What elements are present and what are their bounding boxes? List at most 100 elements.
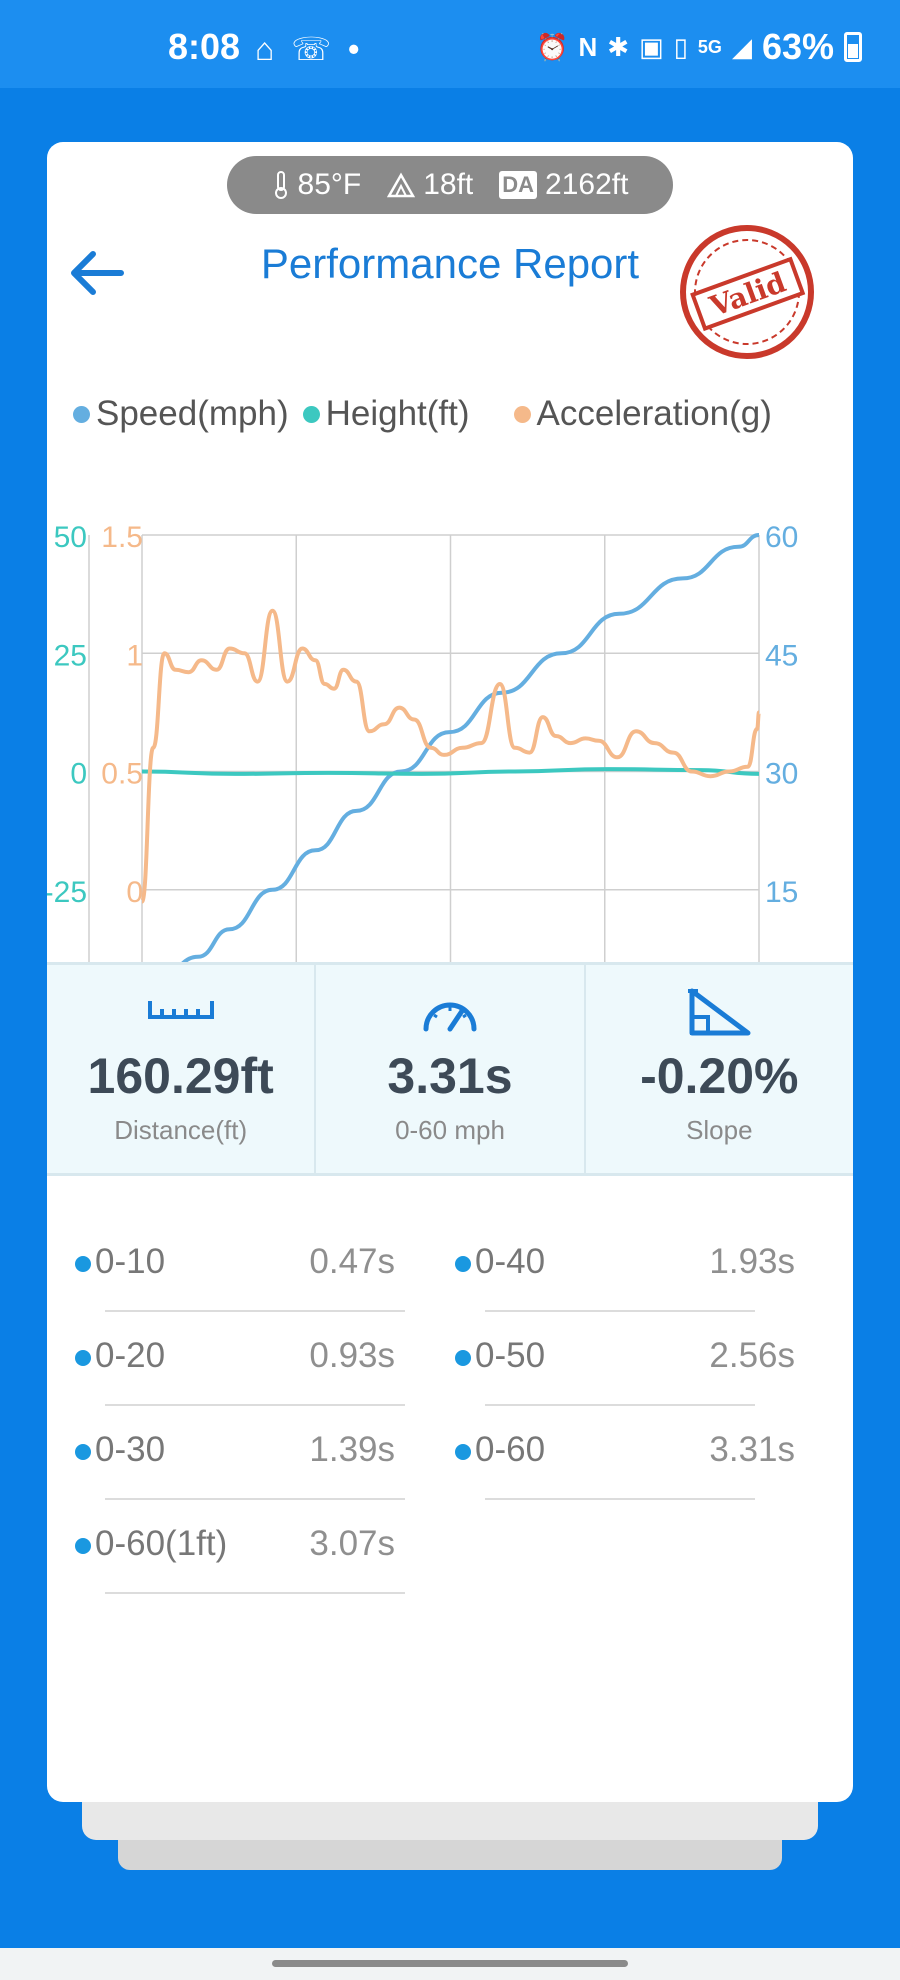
stat-0-60: 3.31s 0-60 mph <box>314 965 583 1173</box>
zero-sixty-value: 3.31s <box>387 1048 513 1104</box>
split-value: 0.47s <box>309 1242 395 1281</box>
legend-height: Height(ft) <box>302 394 470 434</box>
series-line-height <box>141 767 760 776</box>
vibrate-icon: ▯ <box>673 31 688 62</box>
environment-pill: 85°F 18ft DA 2162ft <box>227 156 673 214</box>
density-altitude: DA 2162ft <box>499 168 628 202</box>
stat-slope: -0.20% Slope <box>583 965 853 1173</box>
notification-icons: ⌂ ☏ • <box>255 31 364 67</box>
status-right: ⏰ N ✱ ▣ ▯ 5G ◢ 63% <box>536 26 862 68</box>
series-line-acceleration <box>140 608 761 904</box>
battery-icon <box>844 32 862 62</box>
tick-label-acceleration: 0 <box>126 876 143 909</box>
stats-panel: 160.29ft Distance(ft) 3.31s 0-60 mph -0.… <box>47 962 853 1176</box>
legend-dot <box>513 405 531 423</box>
nfc-icon: N <box>578 31 598 62</box>
distance-label: Distance(ft) <box>114 1115 248 1145</box>
valid-stamp: Valid <box>675 220 819 364</box>
legend-dot <box>73 405 90 423</box>
stat-distance: 160.29ft Distance(ft) <box>47 965 314 1173</box>
chart-legend: Speed(mph) Height(ft) Acceleration(g) <box>73 394 772 434</box>
split-divider <box>485 1404 755 1406</box>
tick-label-speed: 15 <box>765 876 798 909</box>
temperature-value: 85°F <box>297 168 362 201</box>
speedometer-icon <box>423 1002 477 1032</box>
tick-label-acceleration: 1 <box>126 639 143 672</box>
split-dot <box>75 1350 91 1366</box>
status-time: 8:08 <box>168 26 241 67</box>
arrow-left-icon <box>71 251 124 295</box>
split-name: 0-60(1ft) <box>95 1524 228 1563</box>
split-item: 0-10 0.47s <box>75 1232 405 1326</box>
split-value: 3.31s <box>709 1430 795 1469</box>
navigation-bar <box>0 1948 900 1980</box>
split-dot <box>75 1444 91 1460</box>
legend-label: Speed(mph) <box>96 394 289 433</box>
tick-label-acceleration: 1.5 <box>101 521 143 554</box>
split-dot <box>455 1444 471 1460</box>
status-bar: 8:08 ⌂ ☏ • ⏰ N ✱ ▣ ▯ 5G ◢ 63% <box>0 0 900 88</box>
split-divider <box>105 1310 405 1312</box>
tick-label-speed: 60 <box>765 521 798 554</box>
split-dot <box>455 1256 471 1272</box>
tick-label-speed: 45 <box>765 639 798 672</box>
bluetooth-icon: ✱ <box>607 31 630 62</box>
split-name: 0-10 <box>95 1242 166 1281</box>
legend-speed: Speed(mph) <box>73 394 289 434</box>
slope-label: Slope <box>686 1115 753 1145</box>
tick-label-acceleration: 0.5 <box>101 758 143 791</box>
zero-sixty-label: 0-60 mph <box>395 1115 505 1145</box>
split-divider <box>485 1498 755 1500</box>
altitude-value: 18ft <box>423 168 474 201</box>
back-button[interactable] <box>61 238 131 308</box>
ruler-icon <box>147 1001 214 1019</box>
split-value: 2.56s <box>709 1336 795 1375</box>
page-title: Performance Report <box>260 240 640 287</box>
tick-label-height: 25 <box>54 639 87 672</box>
tick-label-height: 0 <box>70 758 87 791</box>
valid-stamp-icon: Valid <box>680 225 814 359</box>
split-name: 0-50 <box>475 1336 546 1375</box>
network-type: 5G <box>697 36 722 57</box>
temperature: 85°F <box>272 168 362 202</box>
split-name: 0-40 <box>475 1242 546 1281</box>
split-item: 0-20 0.93s <box>75 1326 405 1420</box>
signal-icon: ◢ <box>731 31 752 62</box>
tick-label-height: 50 <box>54 521 87 554</box>
density-altitude-badge: DA <box>499 171 538 199</box>
split-divider <box>105 1498 405 1500</box>
split-divider <box>105 1404 405 1406</box>
home-gesture-handle[interactable] <box>272 1960 628 1967</box>
split-value: 0.93s <box>309 1336 395 1375</box>
split-item: 0-50 2.56s <box>455 1326 805 1420</box>
alarm-icon: ⏰ <box>536 31 569 62</box>
split-dot <box>75 1256 91 1272</box>
split-item: 0-60(1ft) 3.07s <box>75 1514 405 1608</box>
split-item: 0-40 1.93s <box>455 1232 805 1326</box>
volte-icon: ▣ <box>639 31 664 62</box>
distance-value: 160.29ft <box>87 1048 274 1104</box>
split-value: 1.39s <box>309 1430 395 1469</box>
slope-value: -0.20% <box>640 1048 799 1104</box>
split-value: 3.07s <box>309 1524 395 1563</box>
report-card: 85°F 18ft DA 2162ft Performance Report V… <box>47 142 853 1802</box>
legend-label: Height(ft) <box>325 394 470 433</box>
mountain-icon <box>387 172 416 198</box>
split-divider <box>105 1592 405 1594</box>
battery-percent: 63% <box>761 26 834 67</box>
altitude: 18ft <box>387 168 473 202</box>
split-item: 0-30 1.39s <box>75 1420 405 1514</box>
slope-icon <box>688 988 751 1036</box>
split-name: 0-20 <box>95 1336 166 1375</box>
tick-label-speed: 30 <box>765 758 798 791</box>
split-name: 0-30 <box>95 1430 166 1469</box>
legend-acceleration: Acceleration(g) <box>513 394 772 434</box>
tick-label-height: -25 <box>47 876 87 909</box>
legend-label: Acceleration(g) <box>536 394 772 433</box>
density-altitude-value: 2162ft <box>545 168 629 201</box>
legend-dot <box>302 405 320 423</box>
split-dot <box>75 1538 91 1554</box>
split-item: 0-60 3.31s <box>455 1420 805 1514</box>
thermometer-icon <box>274 171 287 199</box>
